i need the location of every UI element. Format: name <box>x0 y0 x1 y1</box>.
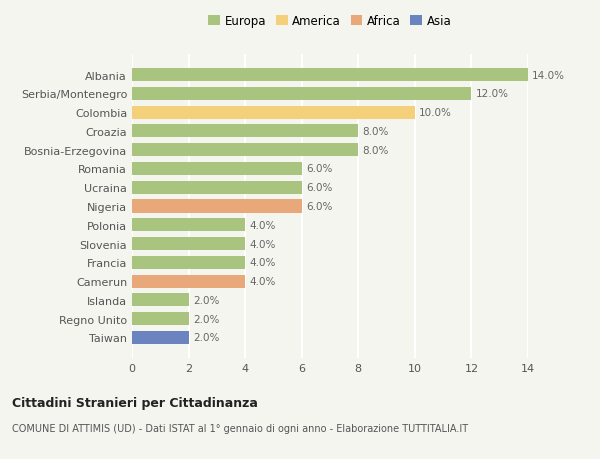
Text: 4.0%: 4.0% <box>250 276 276 286</box>
Bar <box>132 69 528 82</box>
Bar <box>132 275 245 288</box>
Text: 8.0%: 8.0% <box>362 146 389 155</box>
Text: 4.0%: 4.0% <box>250 258 276 268</box>
Bar <box>132 125 358 138</box>
Text: 2.0%: 2.0% <box>193 333 219 343</box>
Text: 6.0%: 6.0% <box>306 183 332 193</box>
Bar <box>132 219 245 232</box>
Bar <box>132 181 302 194</box>
Text: 2.0%: 2.0% <box>193 314 219 324</box>
Text: 4.0%: 4.0% <box>250 239 276 249</box>
Bar <box>132 106 415 119</box>
Text: 6.0%: 6.0% <box>306 164 332 174</box>
Text: 12.0%: 12.0% <box>476 89 509 99</box>
Text: 4.0%: 4.0% <box>250 220 276 230</box>
Bar <box>132 331 188 344</box>
Legend: Europa, America, Africa, Asia: Europa, America, Africa, Asia <box>206 12 454 30</box>
Text: 10.0%: 10.0% <box>419 108 452 118</box>
Text: 14.0%: 14.0% <box>532 70 565 80</box>
Bar <box>132 144 358 157</box>
Text: COMUNE DI ATTIMIS (UD) - Dati ISTAT al 1° gennaio di ogni anno - Elaborazione TU: COMUNE DI ATTIMIS (UD) - Dati ISTAT al 1… <box>12 424 468 433</box>
Bar <box>132 200 302 213</box>
Bar <box>132 256 245 269</box>
Text: 2.0%: 2.0% <box>193 295 219 305</box>
Bar <box>132 294 188 307</box>
Bar <box>132 313 188 325</box>
Text: 6.0%: 6.0% <box>306 202 332 212</box>
Text: Cittadini Stranieri per Cittadinanza: Cittadini Stranieri per Cittadinanza <box>12 396 258 409</box>
Text: 8.0%: 8.0% <box>362 127 389 137</box>
Bar <box>132 88 472 101</box>
Bar <box>132 162 302 176</box>
Bar <box>132 237 245 251</box>
